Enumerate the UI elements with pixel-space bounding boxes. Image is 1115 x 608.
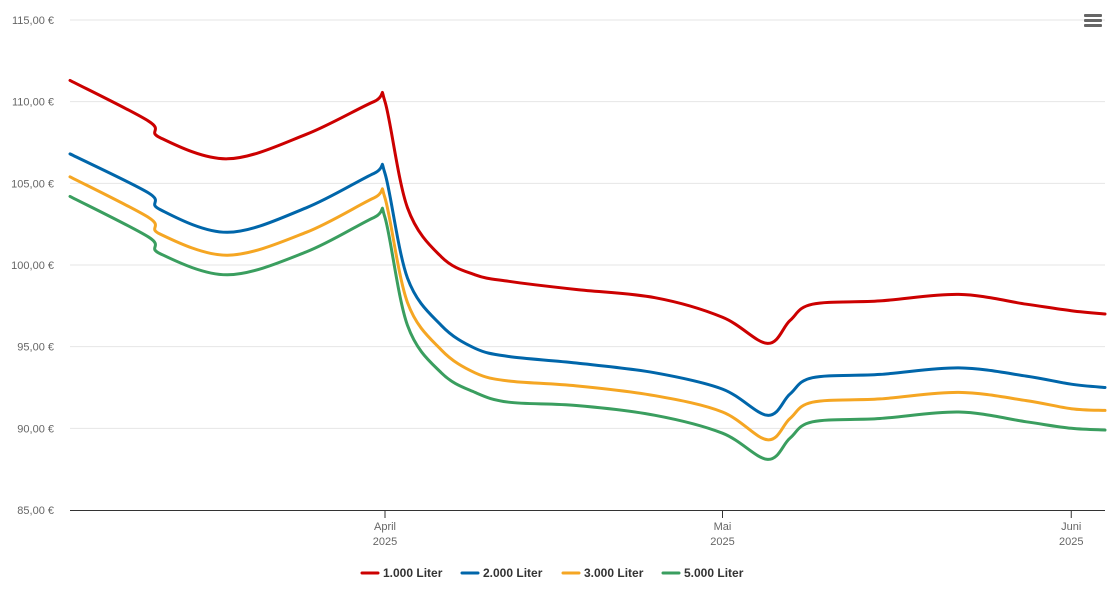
x-tick-year: 2025: [710, 536, 734, 548]
y-tick-label: 110,00 €: [12, 97, 54, 109]
x-tick-year: 2025: [373, 536, 397, 548]
legend-item-4[interactable]: 5.000 Liter: [661, 566, 744, 580]
series-line-2[interactable]: [68, 152, 1107, 417]
series-line-3[interactable]: [68, 175, 1107, 442]
legend[interactable]: 1.000 Liter 2.000 Liter 3.000 Liter 5.000 L…: [360, 566, 744, 580]
legend-label: 1.000 Liter: [383, 566, 443, 580]
y-tick-label: 90,00 €: [17, 423, 54, 435]
hamburger-menu-icon[interactable]: [1082, 12, 1104, 32]
series-line-4[interactable]: [68, 194, 1107, 461]
menu-bar: [1084, 19, 1102, 22]
legend-item-1[interactable]: 1.000 Liter: [360, 566, 443, 580]
legend-item-2[interactable]: 2.000 Liter: [460, 566, 543, 580]
menu-bar: [1084, 14, 1102, 17]
series-lines: [68, 78, 1107, 461]
legend-item-3[interactable]: 3.000 Liter: [561, 566, 644, 580]
legend-label: 5.000 Liter: [684, 566, 744, 580]
y-tick-label: 95,00 €: [17, 342, 54, 354]
x-tick-month: Juni: [1061, 521, 1081, 533]
legend-label: 2.000 Liter: [483, 566, 543, 580]
menu-bar: [1084, 24, 1102, 27]
x-axis: April 2025 Mai 2025 Juni 2025: [70, 510, 1105, 548]
y-axis: 85,00 € 90,00 € 95,00 € 100,00 € 105,00 € 110…: [11, 15, 54, 517]
x-tick-month: Mai: [714, 521, 732, 533]
legend-label: 3.000 Liter: [584, 566, 644, 580]
y-tick-label: 85,00 €: [17, 505, 54, 517]
x-tick-year: 2025: [1059, 536, 1083, 548]
y-tick-label: 115,00 €: [12, 15, 54, 27]
grid-lines: [70, 19, 1105, 429]
y-tick-label: 100,00 €: [11, 260, 54, 272]
y-tick-label: 105,00 €: [11, 178, 54, 190]
x-tick-month: April: [374, 521, 396, 533]
series-line-1[interactable]: [68, 78, 1107, 345]
